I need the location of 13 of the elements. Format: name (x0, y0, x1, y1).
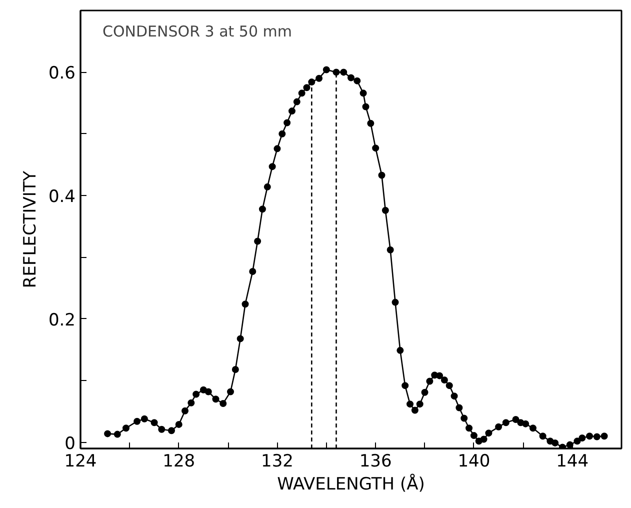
x-tick-label: 128 (162, 452, 196, 472)
y-tick-label: 0.6 (48, 64, 76, 84)
annotation: CONDENSOR 3 at 50 mm (102, 22, 292, 40)
x-tick-label: 136 (359, 452, 392, 472)
x-axis-title: WAVELENGTH (Å) (277, 474, 425, 494)
y-tick-label: 0 (64, 434, 76, 454)
x-tick-label: 140 (458, 452, 490, 472)
x-tick-label: 132 (261, 452, 294, 472)
x-tick-label: 144 (556, 452, 589, 472)
y-tick-label: 0.2 (48, 310, 76, 330)
y-tick-label: 0.4 (48, 187, 76, 208)
x-tick-label: 124 (64, 452, 97, 472)
y-axis-title: REFLECTIVITY (20, 170, 40, 288)
